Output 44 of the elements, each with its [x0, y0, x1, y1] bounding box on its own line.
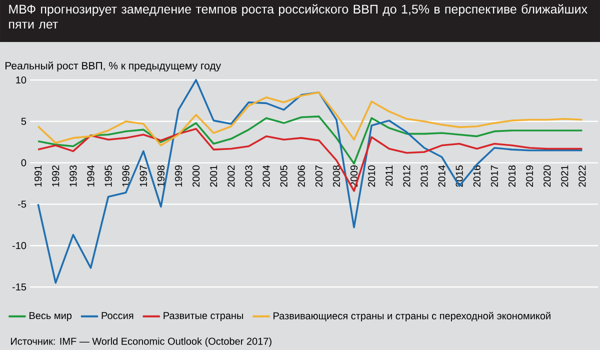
x-tick-label: 2012: [403, 165, 410, 187]
x-tick-label: 2019: [526, 165, 534, 187]
x-tick-label: 1993: [70, 165, 77, 186]
x-tick-label: 1997: [140, 165, 147, 186]
y-tick-label: -10: [12, 242, 26, 250]
y-tick-label: 10: [16, 76, 26, 84]
legend-label: Россия: [102, 312, 134, 320]
x-tick-label: 2014: [438, 165, 446, 187]
y-tick-label: 5: [21, 118, 26, 125]
chart-title: МВФ прогнозирует замедление темпов роста российского ВВП до 1,5% в перспективе ближайших пяти лет: [9, 4, 588, 29]
x-tick-label: 1996: [122, 165, 130, 186]
legend-label: Развивающиеся страны и страны с переходной экономикой: [274, 312, 550, 322]
x-tick-label: 2011: [386, 165, 393, 186]
x-tick-label: 2002: [228, 165, 235, 187]
x-tick-label: 2016: [473, 165, 480, 187]
x-tick-label: 2021: [561, 165, 568, 187]
x-tick-label: 2020: [544, 165, 551, 187]
x-tick-label: 2004: [262, 165, 270, 187]
x-tick-label: 2008: [332, 165, 340, 187]
y-tick-label: -5: [18, 200, 26, 208]
line-series: [37, 92, 584, 146]
x-tick-label: 2006: [298, 165, 305, 187]
x-tick-label: 1994: [87, 165, 94, 186]
x-tick-label: 2010: [368, 165, 376, 187]
x-tick-label: 2017: [490, 165, 498, 187]
x-tick-label: 2000: [192, 165, 200, 187]
x-tick-label: 1992: [52, 165, 60, 186]
x-tick-label: 2007: [315, 165, 322, 187]
x-tick-label: 2022: [578, 165, 586, 187]
x-tick-label: 2013: [420, 165, 428, 187]
y-tick-label: 0: [21, 159, 26, 166]
legend-label: Развитые страны: [164, 312, 243, 322]
y-tick-label: -15: [12, 283, 26, 290]
legend-label: Весь мир: [30, 312, 72, 322]
x-tick-label: 2001: [210, 165, 218, 187]
x-tick-label: 1991: [34, 165, 42, 186]
x-tick-label: 1995: [104, 165, 112, 186]
x-tick-label: 2003: [245, 165, 252, 187]
x-tick-label: 2005: [280, 165, 288, 187]
x-tick-label: 1998: [157, 165, 164, 186]
x-tick-label: 2018: [508, 165, 516, 187]
x-tick-label: 1999: [174, 165, 182, 186]
text: Источник: IMF — World Economic Outlook (October 2017): [11, 337, 272, 347]
y-axis-title: Реальный рост ВВП, % к предыдущему году: [6, 62, 222, 72]
